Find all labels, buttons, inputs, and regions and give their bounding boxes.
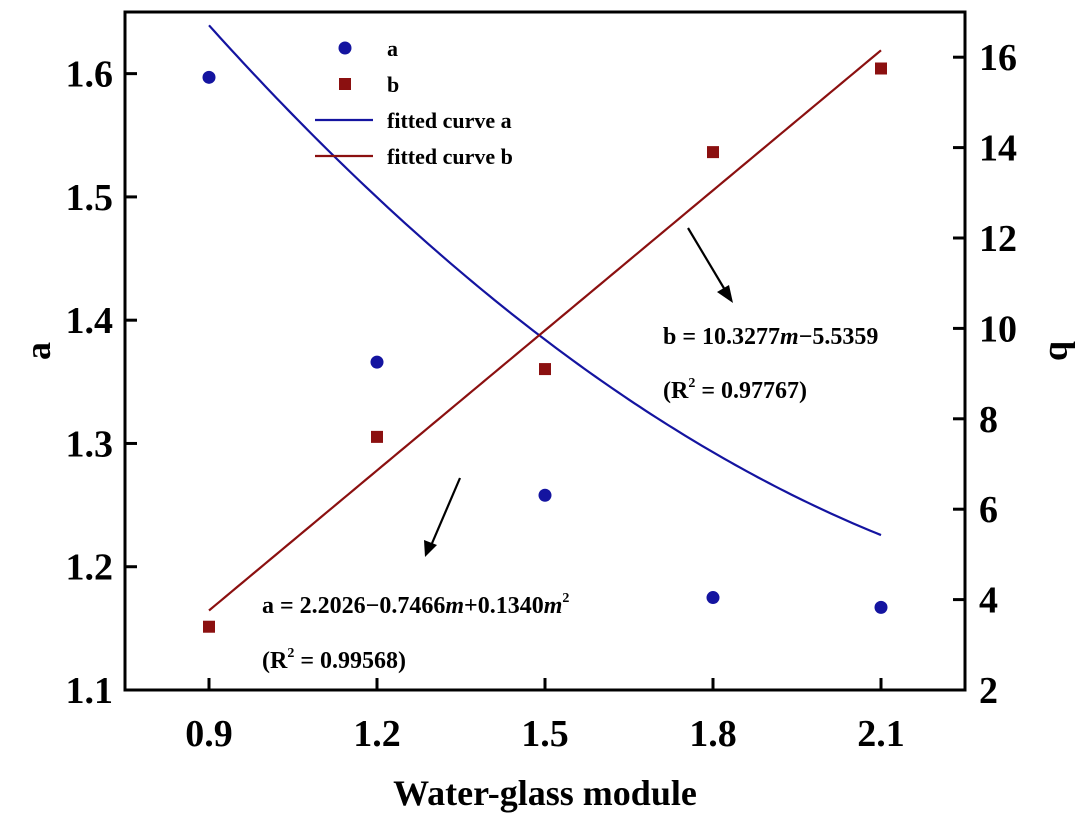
x-tick-label: 1.8	[689, 713, 737, 755]
fitted-curve-b	[208, 49, 882, 612]
right-y-tick-label: 2	[979, 670, 998, 712]
legend-label: fitted curve a	[387, 108, 512, 133]
point-a	[538, 488, 552, 502]
fitted-curves	[208, 24, 882, 612]
x-tick-label: 1.2	[353, 713, 401, 755]
left-y-tick-label: 1.5	[66, 177, 114, 219]
x-axis-title: Water-glass module	[393, 773, 697, 813]
left-y-tick-label: 1.2	[66, 547, 114, 589]
point-b	[371, 430, 383, 443]
point-b	[539, 363, 551, 376]
point-b	[875, 62, 887, 75]
point-b	[203, 620, 215, 633]
point-b	[707, 146, 719, 159]
arrow-b	[687, 227, 729, 296]
legend-marker-b	[339, 78, 351, 90]
legend-marker-a	[338, 41, 352, 55]
fitted-curve-a	[208, 24, 882, 537]
point-a	[202, 70, 216, 84]
equation-a: a = 2.2026−0.7466m+0.1340m2	[262, 591, 569, 619]
left-y-tick-label: 1.3	[66, 423, 114, 465]
right-y-tick-label: 10	[979, 308, 1017, 350]
axes: 0.9 1.2 1.5 1.8 2.1 1.1 1.2 1.3 1.4 1.5 1.6 2 4 6 8 10 1…	[18, 10, 1082, 813]
point-a	[874, 600, 888, 614]
plot-frame	[123, 10, 967, 692]
right-y-tick-label: 16	[979, 37, 1017, 79]
x-tick-label: 0.9	[185, 713, 233, 755]
data-points	[202, 62, 888, 633]
x-tick-label: 2.1	[857, 713, 905, 755]
left-y-tick-label: 1.1	[66, 670, 114, 712]
legend-label: b	[387, 72, 399, 97]
x-tick-label: 1.5	[521, 713, 569, 755]
legend: ab fitted curve a fitted curve b	[315, 36, 513, 169]
arrow-head-a	[424, 540, 437, 557]
legend-label: a	[387, 36, 398, 61]
legend-label: fitted curve b	[387, 144, 513, 169]
right-y-tick-label: 4	[979, 580, 998, 622]
point-a	[370, 355, 384, 369]
arrow-a	[428, 477, 462, 549]
right-y-tick-label: 14	[979, 128, 1017, 170]
right-y-tick-label: 8	[979, 399, 998, 441]
left-y-tick-label: 1.4	[66, 300, 114, 342]
equation-b: b = 10.3277m−5.5359	[663, 324, 878, 350]
left-y-tick-label: 1.6	[66, 54, 114, 96]
r-squared-a: (R2 = 0.99568)	[262, 646, 406, 674]
arrow-head-b	[717, 285, 733, 303]
left-y-axis-title: a	[18, 342, 58, 360]
r-squared-b: (R2 = 0.97767)	[663, 376, 807, 404]
right-y-axis-title: b	[1042, 341, 1082, 361]
annotation-b: b = 10.3277m−5.5359 (R2 = 0.97767)	[663, 227, 878, 404]
point-a	[706, 591, 720, 605]
right-y-tick-label: 12	[979, 218, 1017, 260]
right-y-tick-label: 6	[979, 489, 998, 531]
annotation-a: a = 2.2026−0.7466m+0.1340m2 (R2 = 0.9956…	[262, 477, 569, 674]
